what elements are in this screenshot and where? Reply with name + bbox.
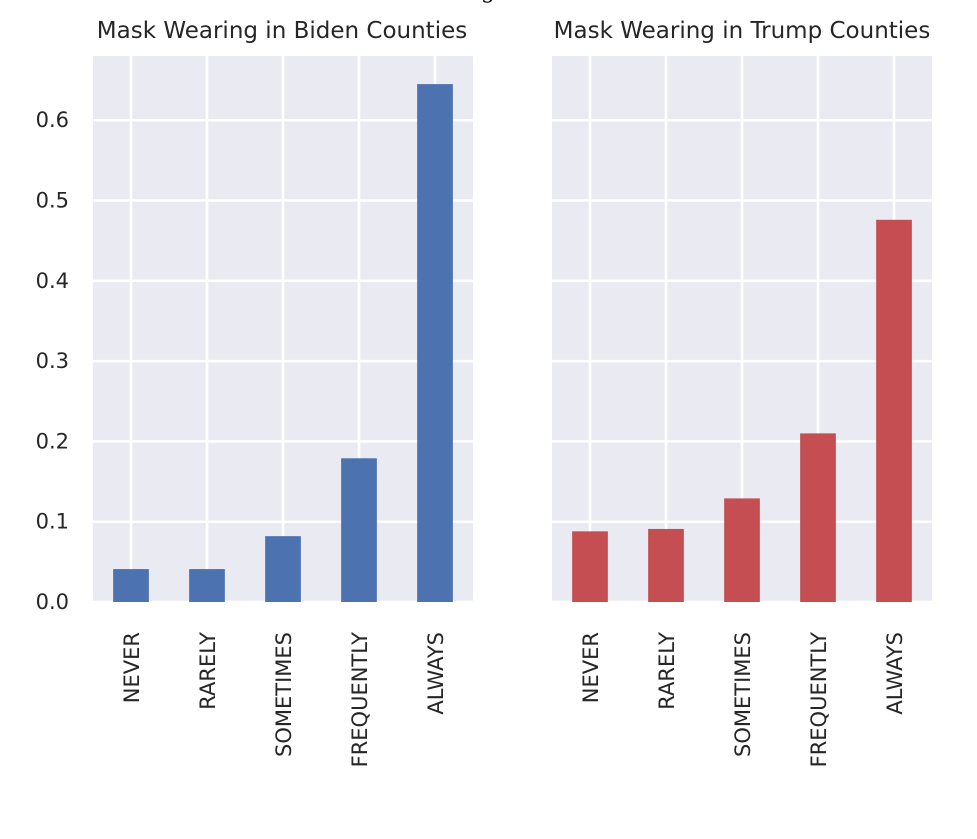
biden-bar-frequently xyxy=(341,458,377,602)
biden-x-tick-label: SOMETIMES xyxy=(272,632,296,757)
trump-x-tick-label: FREQUENTLY xyxy=(807,632,831,768)
biden-x-tick-label: RARELY xyxy=(196,632,220,710)
trump-bar-always xyxy=(876,219,912,603)
biden-bar-never xyxy=(113,569,149,602)
biden-bar-sometimes xyxy=(265,536,301,602)
trump-x-tick-label: RARELY xyxy=(655,632,679,710)
biden-chart-title: Mask Wearing in Biden Counties xyxy=(97,18,467,44)
biden-x-tick-label: NEVER xyxy=(120,632,144,703)
biden-x-tick-label: ALWAYS xyxy=(424,632,448,715)
biden-y-tick-label: 0.0 xyxy=(36,590,69,614)
trump-bar-sometimes xyxy=(724,498,760,602)
trump-x-tick-label: SOMETIMES xyxy=(731,632,755,757)
trump-x-tick-label: ALWAYS xyxy=(883,632,907,715)
figure-title: g xyxy=(481,0,495,4)
biden-counties-chart: 0.0 0.1 0.2 0.3 0.4 0.5 0.6 NEVER RARELY SOMETIME… xyxy=(36,18,473,767)
biden-y-tick-label: 0.3 xyxy=(36,349,69,373)
trump-bar-rarely xyxy=(648,528,684,602)
biden-bar-always xyxy=(417,84,453,602)
biden-x-tick-label: FREQUENTLY xyxy=(348,632,372,768)
biden-y-tick-label: 0.1 xyxy=(36,510,69,534)
biden-y-tick-label: 0.6 xyxy=(36,108,69,132)
biden-y-tick-label: 0.2 xyxy=(36,429,69,453)
biden-y-tick-label: 0.4 xyxy=(36,269,69,293)
trump-bar-frequently xyxy=(800,433,836,602)
trump-x-tick-label: NEVER xyxy=(579,632,603,703)
biden-y-tick-label: 0.5 xyxy=(36,189,69,213)
trump-chart-title: Mask Wearing in Trump Counties xyxy=(554,18,931,44)
trump-counties-chart: NEVER RARELY SOMETIMES FREQUENTLY ALWAYS Mask… xyxy=(552,18,932,767)
biden-bar-rarely xyxy=(189,569,225,602)
trump-bar-never xyxy=(572,531,608,602)
